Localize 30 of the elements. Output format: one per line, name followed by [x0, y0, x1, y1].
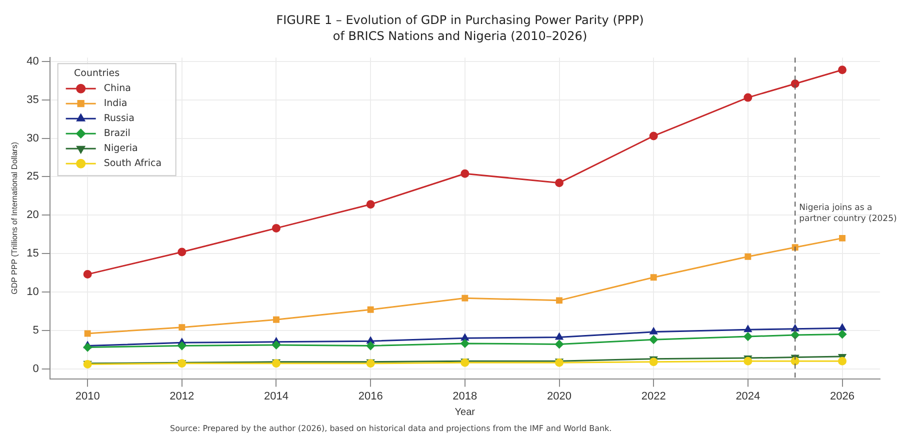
- y-tick-label: 30: [26, 132, 39, 144]
- x-tick-label: 2026: [830, 390, 855, 402]
- x-tick-label: 2018: [452, 390, 478, 402]
- x-tick-label: 2012: [170, 390, 194, 402]
- legend-title: Countries: [74, 68, 120, 80]
- x-tick-label: 2010: [75, 390, 100, 402]
- x-tick-label: 2020: [547, 390, 572, 402]
- legend-label: Nigeria: [104, 143, 138, 154]
- x-axis-title: Year: [454, 406, 476, 418]
- x-tick-label: 2016: [358, 390, 383, 402]
- legend-label: South Africa: [104, 158, 162, 170]
- y-tick-label: 0: [32, 362, 39, 375]
- chart-title: FIGURE 1 – Evolution of GDP in Purchasing Power Parity (PPP) of BRICS Nations and Nigeria (2010–2026): [275, 12, 645, 45]
- y-tick-label: 15: [26, 248, 39, 260]
- source-note: Source: Prepared by the author (2026), based on historical data and projections from the IMF and World Bank.: [170, 424, 613, 433]
- x-tick-label: 2022: [641, 390, 666, 402]
- y-tick-label: 35: [26, 94, 39, 106]
- y-tick-label: 20: [26, 209, 39, 222]
- y-tick-label: 25: [26, 170, 39, 183]
- x-tick-label: 2014: [264, 390, 288, 402]
- legend-label: India: [104, 98, 128, 110]
- y-tick-label: 40: [26, 55, 39, 68]
- y-axis-title: GDP PPP (Trillions of International Dollars): [10, 142, 20, 294]
- y-tick-label: 5: [32, 324, 39, 336]
- legend-label: Brazil: [104, 128, 130, 140]
- x-tick-label: 2024: [736, 390, 760, 402]
- ref-line-label: Nigeria joins as a partner country (2025): [799, 203, 897, 224]
- legend-label: Russia: [104, 113, 134, 124]
- legend-label: China: [104, 83, 131, 94]
- y-tick-label: 10: [26, 286, 39, 298]
